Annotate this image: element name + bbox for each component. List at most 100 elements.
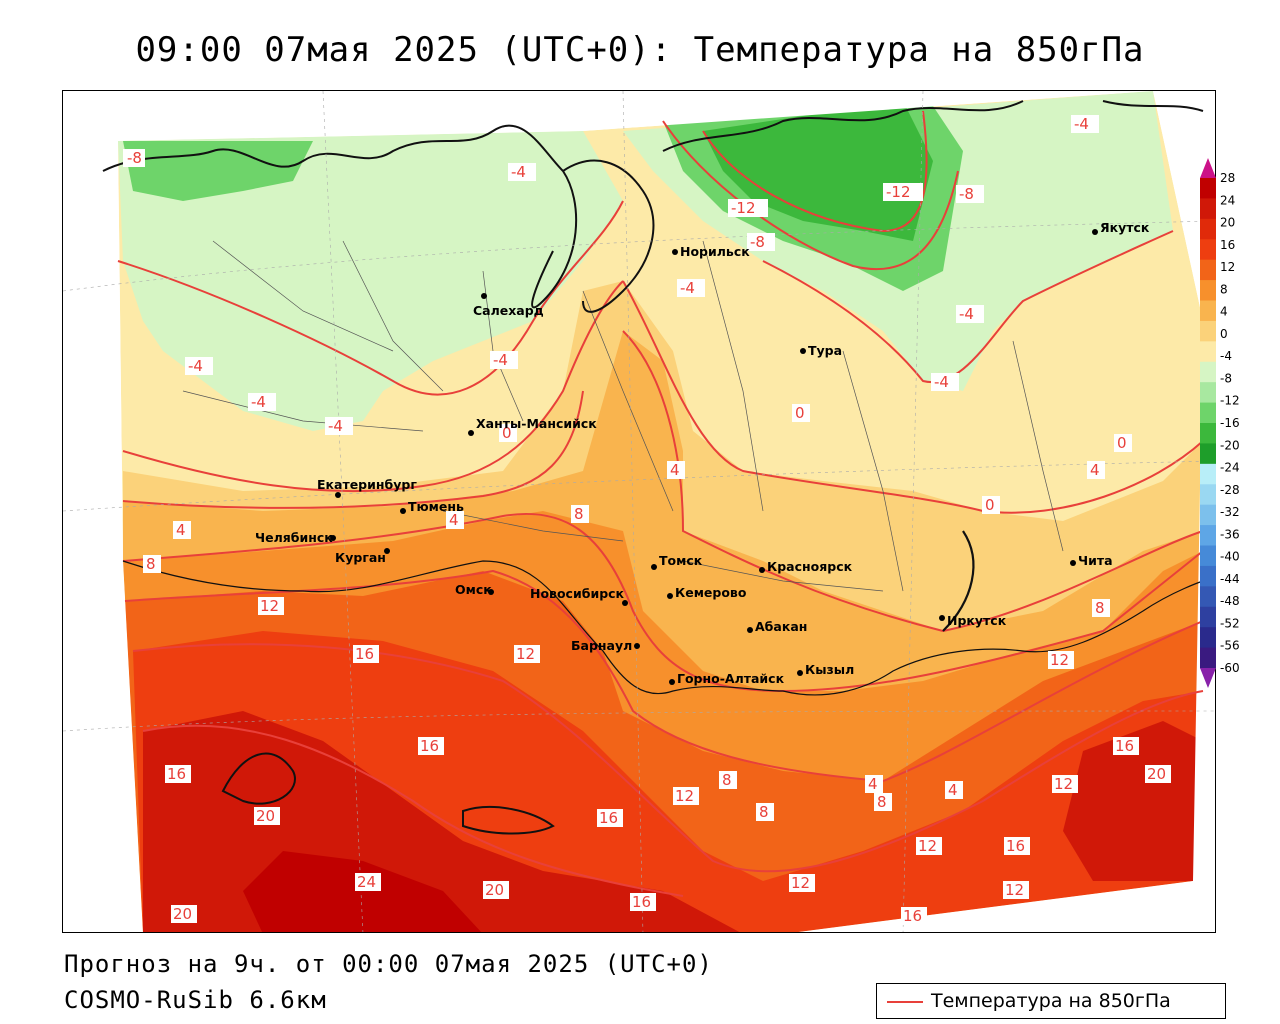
iso-label-13: -4 — [325, 417, 353, 435]
city-tyumen: Тюмень — [400, 499, 464, 514]
svg-text:16: 16 — [420, 737, 439, 755]
svg-text:Омск: Омск — [455, 582, 492, 597]
city-irkutsk: Иркутск — [939, 613, 1007, 628]
colorbar-labels: 28 24 20 16 12 8 4 0 -4 -8 -12 -16 -20 -24 -28 -32 -36 -4… — [1220, 171, 1240, 675]
svg-text:-4: -4 — [188, 357, 203, 375]
city-krasnoyarsk: Красноярск — [759, 559, 853, 574]
svg-text:Екатеринбург: Екатеринбург — [317, 477, 417, 492]
isotherm-lines — [117, 110, 1204, 897]
svg-text:8: 8 — [722, 771, 732, 789]
colorbar-cell — [1200, 402, 1216, 424]
iso-label-9: -4 — [956, 305, 984, 323]
coastline — [102, 100, 1204, 313]
svg-text:Тура: Тура — [808, 343, 842, 358]
city-omsk: Омск — [455, 582, 494, 597]
city-kemerovo: Кемерово — [667, 585, 747, 600]
colorbar-tick-label: -32 — [1220, 505, 1240, 519]
colorbar-cell — [1200, 443, 1216, 465]
colorbar-cell — [1200, 239, 1216, 261]
colorbar-cell — [1200, 280, 1216, 301]
colorbar-cell — [1200, 300, 1216, 322]
iso-label-18: 0 — [982, 496, 1000, 514]
colorbar-tick-label: -60 — [1220, 661, 1240, 675]
borders — [122, 530, 1204, 835]
svg-text:12: 12 — [675, 787, 694, 805]
iso-label-49: 12 — [1048, 651, 1074, 669]
iso-label-8: -4 — [677, 279, 705, 297]
iso-label-31: 20 — [254, 807, 280, 825]
iso-label-32: 24 — [355, 873, 381, 891]
svg-text:20: 20 — [256, 807, 275, 825]
iso-label-28: 12 — [514, 645, 540, 663]
iso-label-25: 8 — [1092, 599, 1110, 617]
colorbar-cell — [1200, 423, 1216, 444]
svg-text:Чита: Чита — [1078, 553, 1113, 568]
city-chita: Чита — [1070, 553, 1113, 568]
svg-text:16: 16 — [167, 765, 186, 783]
temperature-map[interactable]: -8 -4 -12 -12 -8 -4 -8 -4 -4 -4 -4 -4 -4… — [62, 90, 1216, 933]
iso-label-37: 16 — [630, 893, 656, 911]
svg-text:12: 12 — [1050, 651, 1069, 669]
svg-text:4: 4 — [868, 775, 878, 793]
svg-text:Тюмень: Тюмень — [408, 499, 464, 514]
model-name: COSMO-RuSib 6.6км — [64, 986, 327, 1014]
svg-text:0: 0 — [795, 404, 805, 422]
iso-label-20: 4 — [1087, 461, 1105, 479]
svg-text:12: 12 — [791, 874, 810, 892]
colorbar-tick-label: -36 — [1220, 527, 1240, 541]
iso-label-46: 16 — [1113, 737, 1139, 755]
svg-text:Кызыл: Кызыл — [805, 662, 854, 677]
city-norilsk: Норильск — [672, 244, 750, 259]
svg-text:Абакан: Абакан — [755, 619, 807, 634]
svg-text:0: 0 — [985, 496, 995, 514]
iso-label-16: 0 — [499, 424, 517, 442]
colorbar-cells — [1200, 178, 1216, 669]
svg-text:12: 12 — [1005, 881, 1024, 899]
iso-label-33: 20 — [171, 905, 197, 923]
svg-text:-4: -4 — [1074, 115, 1089, 133]
iso-label-34: 20 — [483, 881, 509, 899]
city-yekaterinburg: Екатеринбург — [317, 477, 417, 498]
city-tura: Тура — [800, 343, 842, 358]
iso-label-44: 12 — [916, 837, 942, 855]
iso-label-15: -4 — [490, 351, 518, 369]
colorbar-tick-label: 20 — [1220, 216, 1235, 230]
iso-label-48: 20 — [1145, 765, 1171, 783]
svg-text:16: 16 — [355, 645, 374, 663]
colorbar-tick-label: 12 — [1220, 260, 1235, 274]
svg-text:12: 12 — [260, 597, 279, 615]
colorbar-cell — [1200, 320, 1216, 342]
colorbar-cell — [1200, 198, 1216, 220]
isotherm-labels: -8 -4 -12 -12 -8 -4 -8 -4 -4 -4 -4 -4 -4… — [123, 115, 1171, 925]
city-salekhard: Салехард — [473, 293, 544, 318]
svg-text:0: 0 — [1117, 434, 1127, 452]
iso-label-45: 16 — [1004, 837, 1030, 855]
svg-text:16: 16 — [903, 907, 922, 925]
legend-line-swatch — [887, 1001, 923, 1003]
svg-text:-4: -4 — [493, 351, 508, 369]
colorbar-tick-label: 16 — [1220, 238, 1235, 252]
colorbar-cell — [1200, 545, 1216, 567]
iso-label-3: -12 — [728, 199, 768, 217]
colorbar-tick-label: 8 — [1220, 282, 1228, 296]
svg-text:4: 4 — [176, 521, 186, 539]
colorbar-tick-label: -40 — [1220, 550, 1240, 564]
svg-text:16: 16 — [632, 893, 651, 911]
city-gorno-altaysk: Горно-Алтайск — [669, 671, 785, 686]
forecast-info: Прогноз на 9ч. от 00:00 07мая 2025 (UTC+… — [64, 950, 713, 978]
iso-label-43: 4 — [945, 781, 963, 799]
iso-label-40: 8 — [756, 803, 774, 821]
colorbar-cell — [1200, 382, 1216, 404]
iso-label-17: 0 — [1114, 434, 1132, 452]
colorbar-tick-label: 0 — [1220, 327, 1228, 341]
svg-text:-8: -8 — [127, 149, 142, 167]
iso-label-12: -4 — [248, 393, 276, 411]
svg-text:4: 4 — [948, 781, 958, 799]
svg-text:Салехард: Салехард — [473, 303, 544, 318]
colorbar-tick-label: -4 — [1220, 349, 1232, 363]
iso-label-30: 16 — [165, 765, 191, 783]
svg-text:8: 8 — [759, 803, 769, 821]
svg-text:12: 12 — [1054, 775, 1073, 793]
svg-text:16: 16 — [1006, 837, 1025, 855]
svg-text:Норильск: Норильск — [680, 244, 750, 259]
